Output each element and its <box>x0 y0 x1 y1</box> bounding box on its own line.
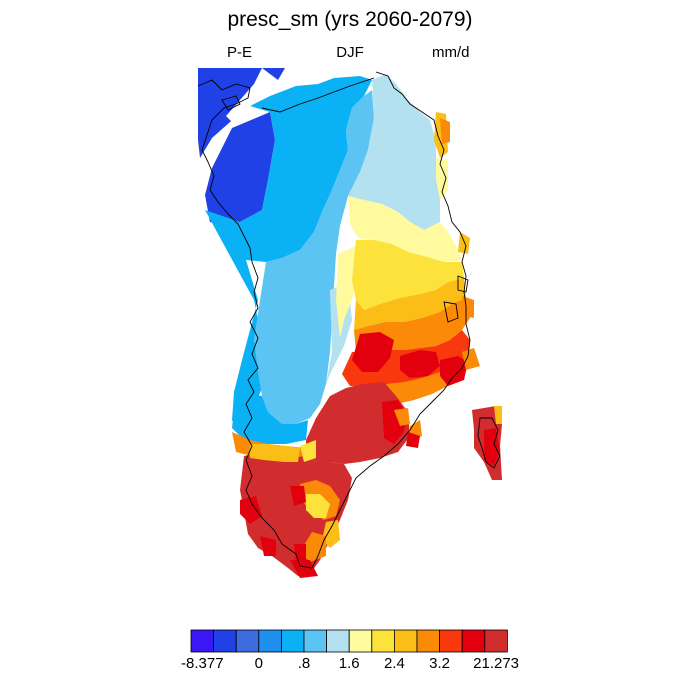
units-label: mm/d <box>432 44 470 61</box>
colorbar-tick-label: 2.4 <box>383 655 405 672</box>
map-region-red <box>406 432 420 448</box>
map-region-gold <box>354 278 466 330</box>
map-region-red <box>290 560 318 578</box>
variable-label: P-E <box>227 44 253 61</box>
colorbar-tick-label: 3.2 <box>429 655 451 672</box>
colorbar-box <box>461 629 486 653</box>
season-label: DJF <box>336 44 364 61</box>
colorbar-tick-label: 1.6 <box>338 655 360 672</box>
map-region-pale-yellow <box>436 158 448 200</box>
map-region-red <box>290 486 306 506</box>
colorbar-box <box>235 629 260 653</box>
map-region-gold <box>322 520 340 548</box>
map-region-orange <box>462 348 480 370</box>
colorbar-box <box>439 629 463 653</box>
map-region-sky <box>232 392 308 444</box>
coastline-segment <box>443 301 459 323</box>
map-region-red <box>260 536 276 556</box>
map-gap <box>226 68 278 122</box>
map-region-pale-yellow <box>336 246 358 338</box>
colorbar-tick-label: 0 <box>254 655 263 672</box>
coastline-segment <box>477 417 501 469</box>
map-region-red <box>400 350 440 378</box>
colorbar-box <box>348 629 373 653</box>
colorbar-tick-label: .8 <box>297 655 311 672</box>
map-region-dark-blue <box>205 112 275 226</box>
map-region-gold <box>494 406 502 424</box>
colorbar-box <box>371 629 395 653</box>
coastline-segment <box>457 275 469 293</box>
colorbar-box <box>280 629 305 653</box>
colorbar-box <box>303 629 328 653</box>
map-region-sky <box>205 210 268 438</box>
map-region-orange <box>300 532 326 562</box>
map-region-yellow <box>300 440 316 462</box>
map-region-pale-blue <box>348 74 440 230</box>
map-region-red <box>352 332 394 372</box>
colorbar-tick-label: 21.273 <box>473 655 520 672</box>
map-region-pale-yellow <box>348 196 462 262</box>
colorbar-box <box>258 629 282 653</box>
coastline <box>197 71 501 569</box>
coastline-segment <box>197 71 471 569</box>
coastline-segment <box>221 95 241 111</box>
map-region-orange <box>440 118 450 144</box>
colorbar-box <box>326 629 350 653</box>
colorbar-box <box>190 629 215 653</box>
coastline-segment <box>261 77 375 113</box>
map-region-gold <box>458 232 470 254</box>
map-region-red <box>240 496 262 524</box>
map-region-red <box>440 356 468 386</box>
colorbar-box <box>416 629 441 653</box>
chart-title: presc_sm (yrs 2060-2079) <box>227 8 473 31</box>
map-region-gold <box>250 444 300 462</box>
map-region-orange <box>394 408 410 426</box>
colorbar-box <box>213 629 237 653</box>
colorbar-box <box>393 629 418 653</box>
colorbar-tick-label: -8.377 <box>181 655 224 672</box>
map-cells <box>198 68 502 578</box>
map-region-yellow <box>352 240 464 310</box>
map-region-light-blue <box>254 90 374 424</box>
colorbar-box <box>484 629 508 653</box>
map-region-sky <box>236 76 372 262</box>
map-region-yellow <box>306 494 330 518</box>
